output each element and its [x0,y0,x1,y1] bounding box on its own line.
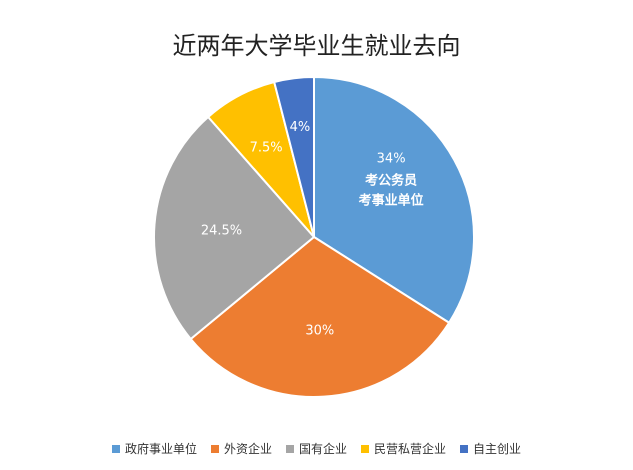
slice-annotation-2: 考事业单位 [359,193,424,209]
chart-title: 近两年大学毕业生就业去向 [172,32,461,60]
pie-slice-5 [272,75,315,238]
legend-item-2: 外资企业 [210,440,272,457]
legend-swatch [285,444,294,453]
legend-label: 民营私营企业 [374,442,447,456]
slice-annotation-1: 考公务员 [365,173,417,189]
legend-label: 自主创业 [473,442,522,456]
pie-slice-2 [189,235,451,398]
legend-label: 国有企业 [298,442,347,456]
pie-slices [153,75,475,398]
legend-swatch [460,444,469,453]
legend-label: 外资企业 [223,442,272,456]
chart-legend: 政府事业单位 外资企业 国有企业 民营私营企业 自主创业 [0,440,633,457]
data-label-3: 24.5% [201,224,242,239]
legend-item-4: 民营私营企业 [361,440,446,457]
legend-swatch [361,444,369,453]
legend-item-1: 政府事业单位 [111,440,197,457]
legend-item-5: 自主创业 [460,440,521,457]
data-label-5: 4% [290,120,311,135]
data-label-2: 30% [305,324,334,339]
legend-item-3: 国有企业 [285,440,347,457]
legend-label: 政府事业单位 [124,442,197,456]
data-label-1: 34% [377,152,406,167]
data-label-4: 7.5% [250,141,283,156]
legend-swatch [210,444,219,453]
legend-swatch [111,444,120,453]
pie-slice-3 [153,115,316,341]
